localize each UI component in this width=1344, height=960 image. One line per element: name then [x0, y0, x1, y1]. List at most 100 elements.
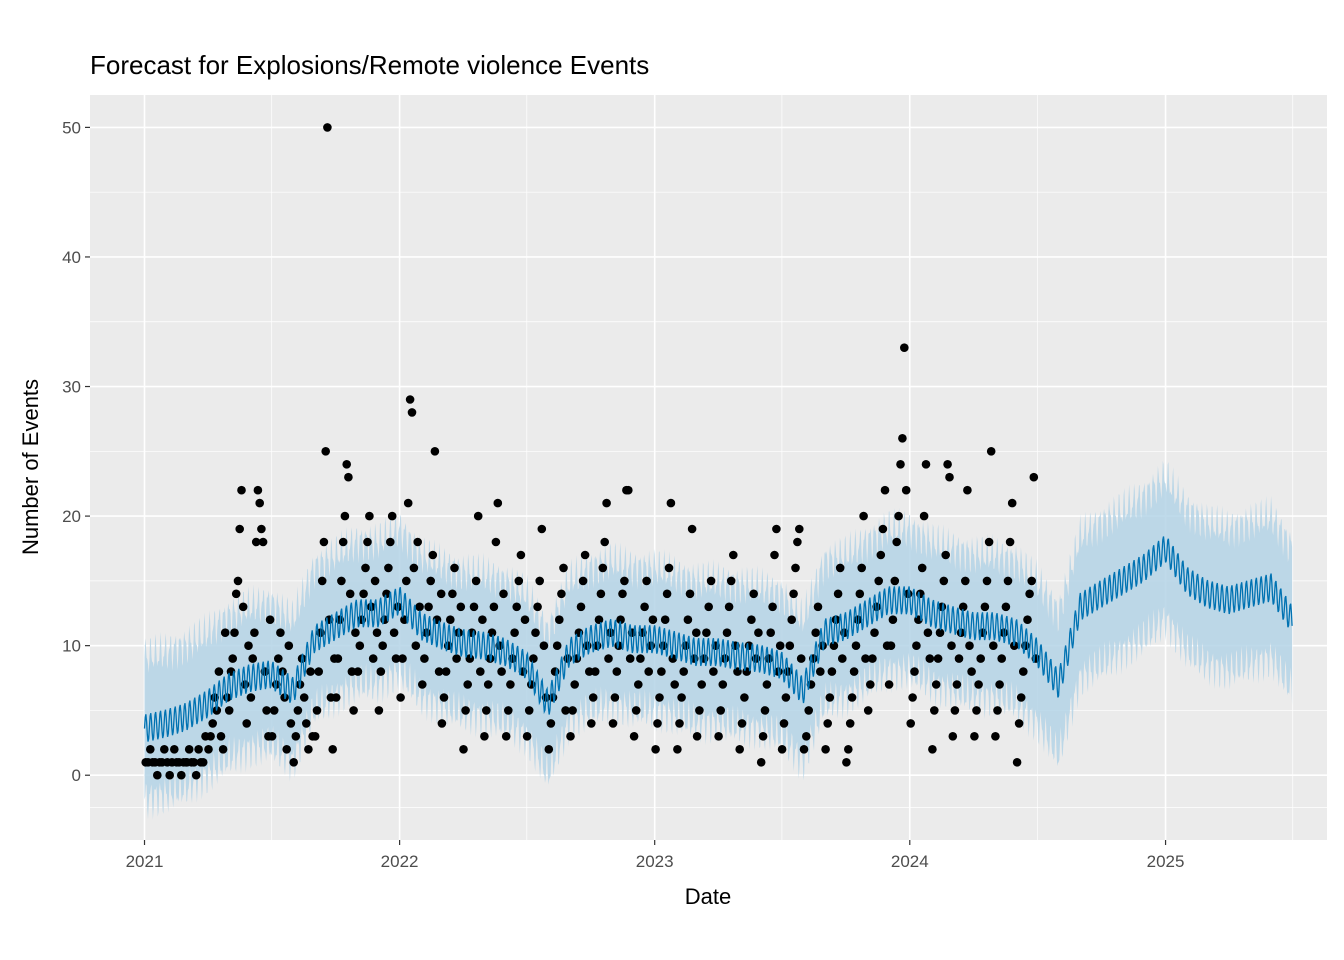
data-point: [625, 654, 635, 663]
data-point: [662, 589, 672, 599]
data-point: [874, 576, 883, 586]
data-point: [775, 641, 785, 650]
data-point: [995, 680, 1004, 689]
data-point: [892, 537, 901, 547]
data-point: [952, 680, 962, 689]
data-point: [184, 745, 194, 754]
data-point: [980, 602, 990, 612]
data-point: [878, 524, 888, 534]
data-point: [724, 602, 734, 612]
data-point: [514, 576, 524, 586]
data-point: [833, 589, 843, 599]
data-point: [345, 589, 355, 599]
forecast-line-layer: [143, 536, 1293, 742]
data-point: [430, 447, 440, 456]
data-point: [714, 732, 723, 741]
data-point: [310, 732, 320, 741]
data-point: [827, 667, 837, 676]
data-point: [993, 706, 1002, 715]
data-point: [258, 537, 268, 547]
data-point: [578, 576, 588, 586]
data-point: [982, 576, 992, 586]
y-tick-label: 20: [62, 507, 81, 526]
data-point: [384, 563, 393, 573]
data-point: [1007, 498, 1017, 508]
data-point: [487, 628, 497, 637]
data-point: [908, 693, 917, 702]
y-tick-label: 50: [62, 118, 81, 137]
data-point: [796, 654, 806, 663]
data-point: [351, 628, 360, 637]
data-point: [469, 602, 479, 612]
data-point: [216, 732, 226, 741]
data-point: [618, 589, 627, 599]
data-point: [420, 654, 429, 663]
data-point: [948, 732, 958, 741]
data-point: [668, 654, 678, 663]
data-point: [747, 615, 756, 624]
data-point: [189, 758, 199, 767]
data-point: [687, 524, 697, 534]
data-point: [319, 537, 329, 547]
data-point: [793, 537, 802, 547]
data-point: [452, 654, 461, 663]
data-point: [651, 745, 660, 754]
data-point: [1019, 667, 1028, 676]
data-point: [250, 628, 259, 637]
data-point: [729, 550, 738, 560]
data-point: [772, 524, 781, 534]
data-point: [491, 537, 501, 547]
data-point: [299, 693, 309, 702]
data-point: [576, 602, 586, 612]
data-point: [677, 693, 686, 702]
data-point: [446, 615, 455, 624]
data-point: [866, 680, 875, 689]
data-point: [344, 472, 353, 482]
data-point: [402, 576, 411, 586]
data-point: [844, 745, 853, 754]
data-point: [321, 447, 331, 456]
data-point: [170, 745, 179, 754]
data-point: [888, 615, 898, 624]
data-point: [244, 641, 253, 650]
data-point: [389, 628, 399, 637]
data-point: [242, 719, 251, 728]
data-point: [754, 628, 763, 637]
data-point: [331, 693, 341, 702]
data-point: [984, 537, 994, 547]
data-point: [289, 758, 299, 767]
data-point: [459, 745, 468, 754]
major-gridlines: [90, 95, 1327, 840]
data-point: [653, 719, 662, 728]
data-point: [291, 732, 301, 741]
data-point: [766, 628, 775, 637]
data-point: [825, 693, 835, 702]
data-point: [1012, 758, 1022, 767]
data-point: [194, 745, 203, 754]
data-point: [816, 667, 825, 676]
data-point: [590, 667, 600, 676]
data-point: [1003, 576, 1013, 586]
data-point: [813, 602, 823, 612]
data-point: [970, 732, 979, 741]
data-point: [359, 589, 368, 599]
data-point: [531, 628, 540, 637]
forecast-line: [143, 536, 1293, 742]
data-point: [557, 589, 566, 599]
data-point: [845, 719, 855, 728]
data-point: [923, 628, 933, 637]
data-point: [1023, 615, 1032, 624]
data-point: [314, 667, 324, 676]
data-point: [673, 745, 682, 754]
data-point: [426, 576, 436, 586]
data-point: [489, 602, 499, 612]
data-point: [204, 745, 213, 754]
data-point: [177, 770, 186, 780]
data-point: [704, 602, 713, 612]
data-point: [861, 654, 870, 663]
data-point: [986, 447, 996, 456]
data-point: [218, 745, 228, 754]
data-point: [506, 680, 515, 689]
data-point: [198, 758, 208, 767]
